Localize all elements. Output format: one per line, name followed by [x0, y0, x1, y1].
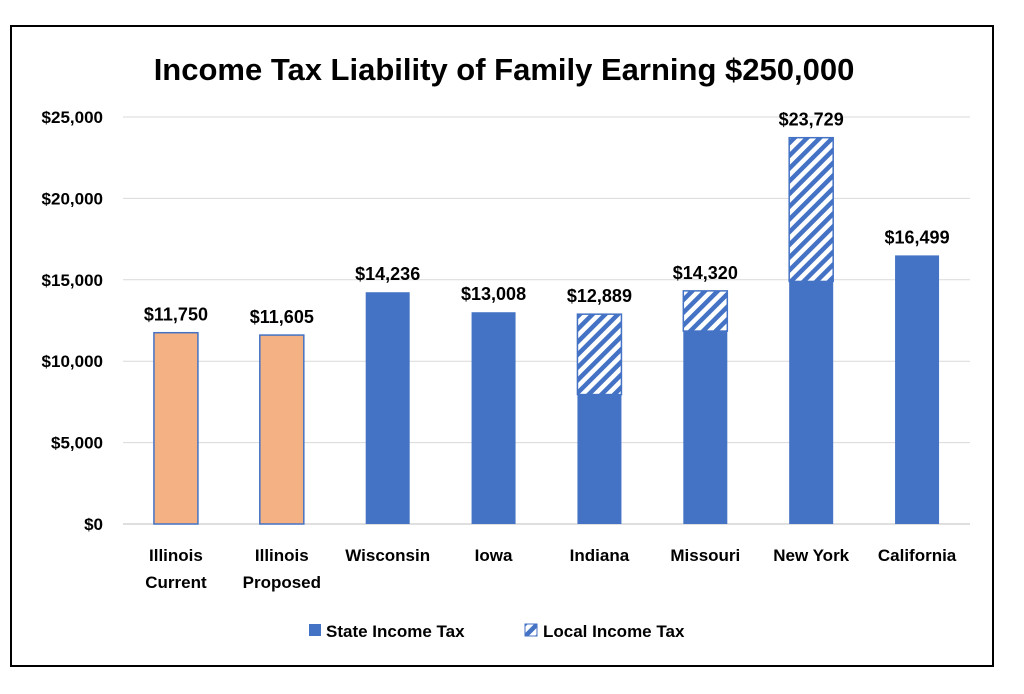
- bars: [153, 136, 940, 525]
- y-tick-label: $15,000: [42, 271, 103, 290]
- bar-state-income-tax: [683, 331, 728, 524]
- x-axis-categories: Illinois Current Illinois Proposed Wisconsin…: [145, 546, 957, 592]
- data-label: $13,008: [461, 284, 526, 304]
- data-label: $14,236: [355, 264, 420, 284]
- bar-local-income-tax: [576, 313, 623, 396]
- category-label: Proposed: [243, 573, 321, 592]
- data-label: $16,499: [885, 227, 950, 247]
- y-tick-label: $25,000: [42, 108, 103, 127]
- data-label: $11,750: [144, 305, 208, 325]
- bar-state-income-tax: [153, 331, 199, 525]
- bar-state-income-tax: [789, 281, 834, 524]
- category-label: New York: [773, 546, 849, 565]
- y-tick-label: $0: [84, 515, 103, 534]
- category-label: Indiana: [570, 546, 630, 565]
- legend-swatch-local-income-tax: [524, 623, 538, 637]
- bar-state-income-tax: [259, 334, 305, 525]
- bar-state-income-tax: [577, 394, 622, 524]
- legend-swatch-state-income-tax: [309, 624, 321, 636]
- bar-state-income-tax: [471, 312, 516, 524]
- data-label: $14,320: [673, 263, 738, 283]
- category-label: Illinois: [255, 546, 309, 565]
- y-axis-ticks: $0 $5,000 $10,000 $15,000 $20,000 $25,000: [42, 108, 103, 534]
- legend: State Income Tax Local Income Tax: [309, 622, 685, 641]
- legend-label-state-income-tax: State Income Tax: [326, 622, 465, 641]
- bar-local-income-tax: [788, 136, 834, 283]
- data-label: $23,729: [779, 110, 844, 130]
- category-label: Illinois: [149, 546, 203, 565]
- data-label: $11,605: [250, 307, 314, 327]
- legend-label-local-income-tax: Local Income Tax: [543, 622, 685, 641]
- bar-state-income-tax: [365, 292, 410, 524]
- chart-title: Income Tax Liability of Family Earning $…: [154, 52, 855, 87]
- category-label: Missouri: [670, 546, 740, 565]
- data-labels: $11,750 $11,605 $14,236 $13,008 $12,889 $14,3…: [144, 110, 950, 327]
- category-label: Wisconsin: [345, 546, 430, 565]
- category-label: California: [878, 546, 957, 565]
- category-label: Current: [145, 573, 207, 592]
- bar-state-income-tax: [895, 255, 940, 524]
- y-tick-label: $5,000: [51, 434, 103, 453]
- category-label: Iowa: [475, 546, 513, 565]
- y-tick-label: $20,000: [42, 189, 103, 208]
- data-label: $12,889: [567, 286, 632, 306]
- bar-local-income-tax: [682, 290, 729, 332]
- y-tick-label: $10,000: [42, 352, 103, 371]
